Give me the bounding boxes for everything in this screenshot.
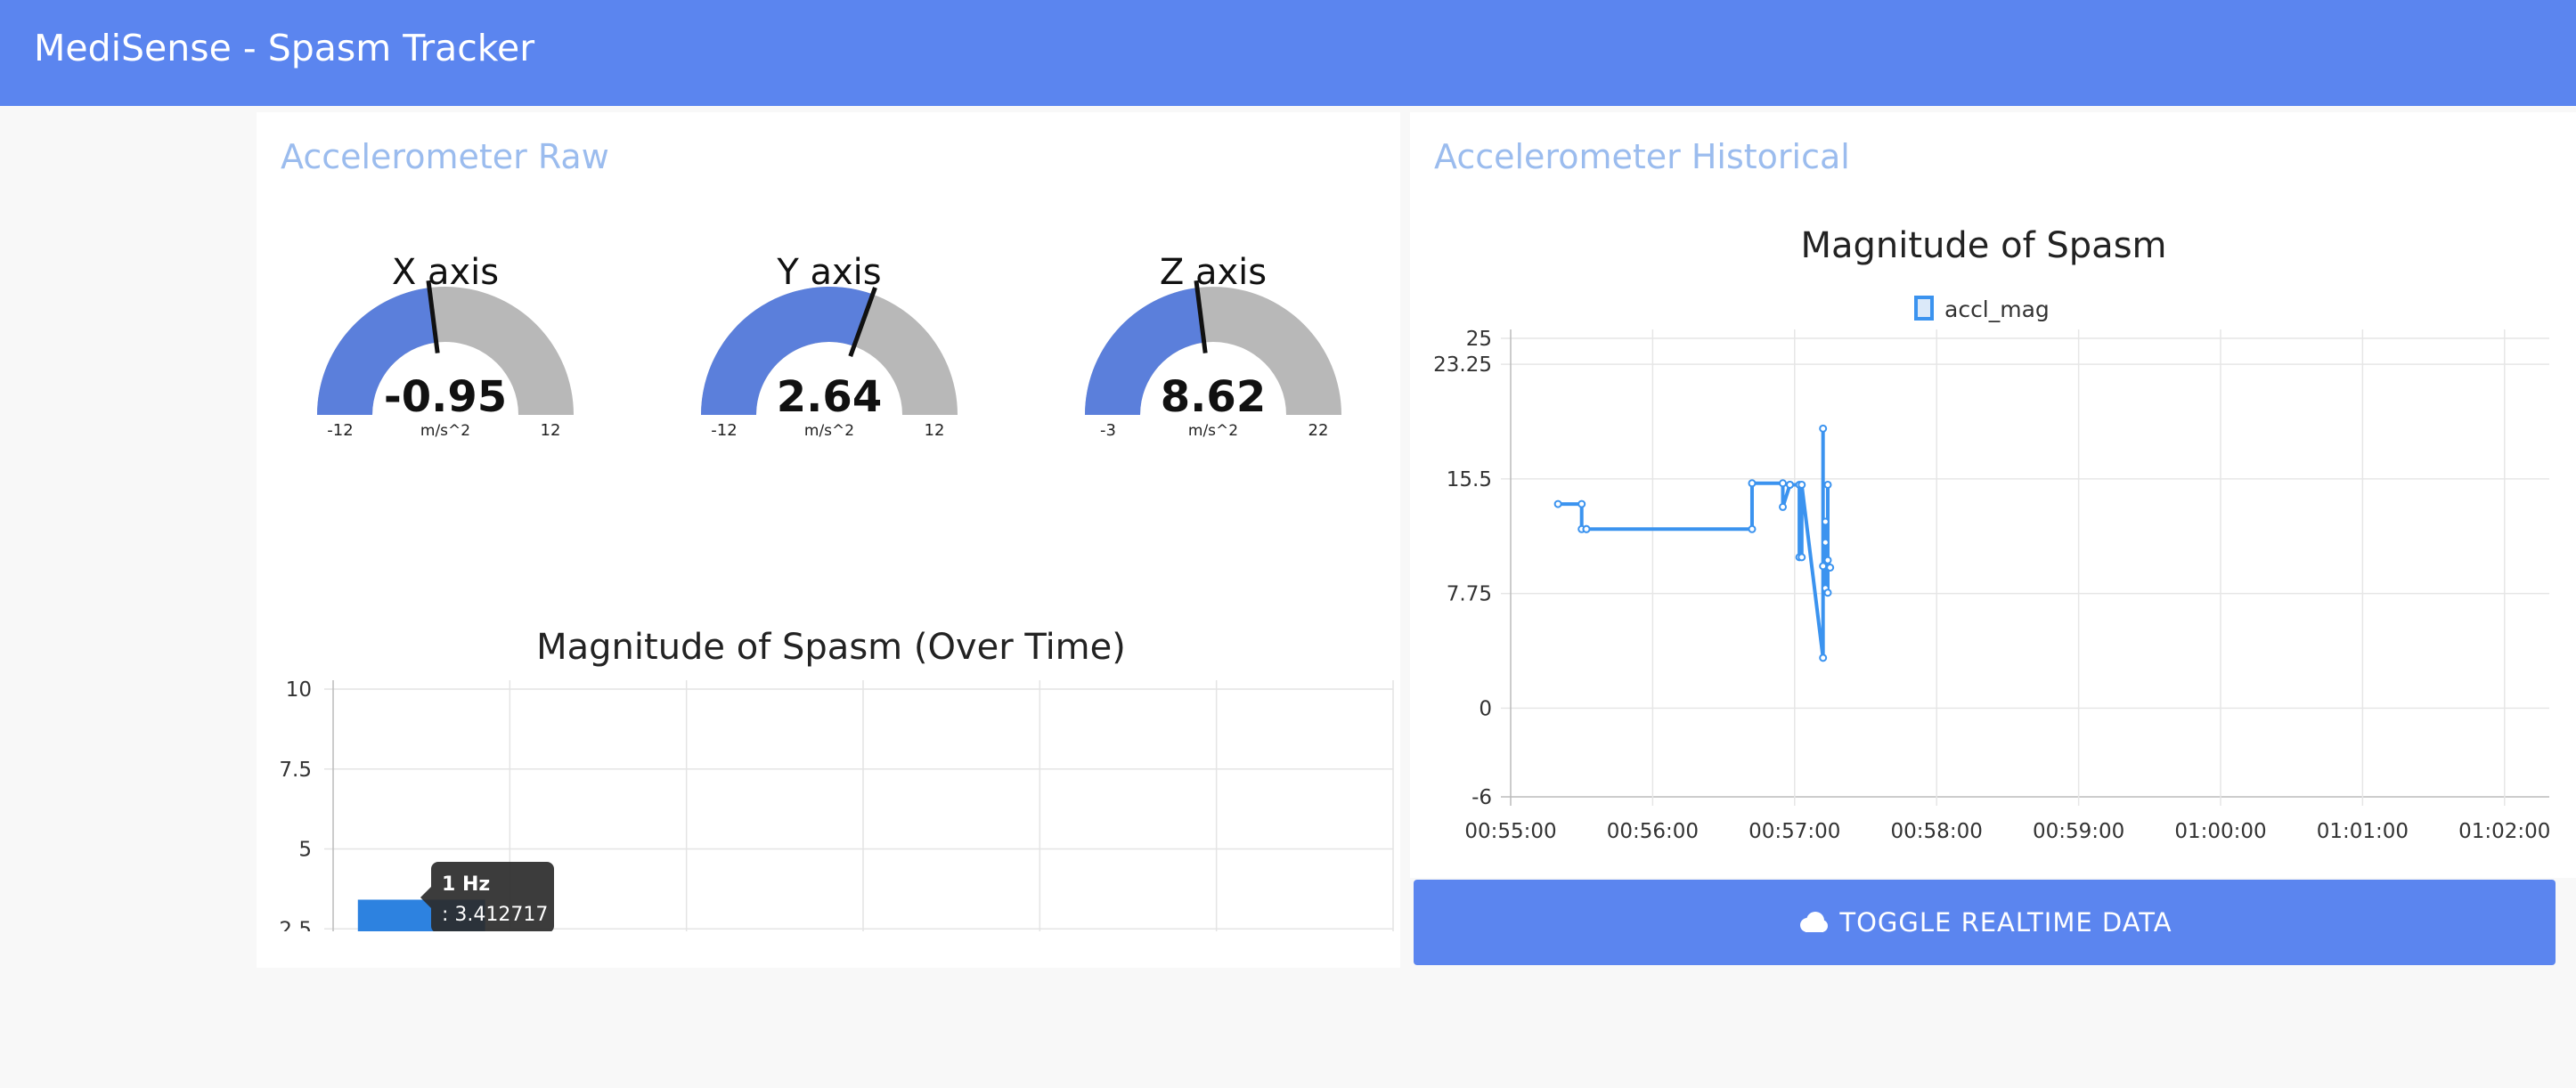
gauge-min: -3	[1100, 421, 1116, 440]
gauge-fill	[317, 288, 436, 415]
accelerometer-raw-panel: Accelerometer Raw X axis -0.95 m/s^2 -12 12 Y…	[257, 112, 1400, 968]
gauge-fill	[701, 287, 873, 415]
gauge-needle	[426, 280, 440, 353]
gauge-max: 12	[925, 421, 945, 440]
panel-title-raw: Accelerometer Raw	[281, 137, 609, 176]
series-point[interactable]	[1823, 589, 1832, 597]
legend-label: accl_mag	[1944, 296, 2050, 322]
panel-title-historical: Accelerometer Historical	[1434, 137, 1850, 176]
gauge-min: -12	[327, 421, 353, 440]
tooltip-body: : 3.412717	[442, 904, 548, 926]
line-y-tick-label: 25	[1466, 328, 1492, 351]
gauge-unit: m/s^2	[1188, 422, 1238, 440]
gauge-unit: m/s^2	[420, 422, 470, 440]
tooltip-arrow	[420, 887, 431, 908]
gauge-fill	[1085, 288, 1204, 415]
gauge-value: -0.95	[384, 372, 507, 422]
series-point[interactable]	[1779, 502, 1788, 511]
line-chart-title: Magnitude of Spasm	[1801, 225, 2167, 266]
app-title: MediSense - Spasm Tracker	[34, 27, 535, 69]
cloud-icon	[1797, 910, 1829, 935]
line-x-tick-label: 01:00:00	[2174, 820, 2266, 843]
line-x-tick-label: 00:58:00	[1891, 820, 1983, 843]
bar-chart: Magnitude of Spasm (Over Time) 02.557.51…	[279, 627, 1394, 931]
line-y-tick-label: -6	[1471, 786, 1492, 809]
series-point[interactable]	[1819, 562, 1828, 571]
series-point[interactable]	[1785, 480, 1794, 489]
line-x-tick-label: 00:56:00	[1607, 820, 1699, 843]
bar-y-tick-label: 5	[298, 839, 312, 862]
toggle-realtime-button[interactable]: TOGGLE REALTIME DATA	[1414, 880, 2556, 965]
gauge-min: -12	[711, 421, 737, 440]
legend-swatch	[1914, 296, 1934, 321]
line-x-tick-label: 00:59:00	[2033, 820, 2124, 843]
bar-tooltip: 1 Hz : 3.412717	[420, 862, 554, 931]
line-x-tick-label: 00:55:00	[1464, 820, 1556, 843]
series-point[interactable]	[1797, 480, 1806, 489]
gauge-y: Y axis 2.64m/s^2 -12 12	[701, 252, 958, 440]
gauge-unit: m/s^2	[804, 422, 854, 440]
series-point[interactable]	[1553, 499, 1562, 508]
gauge-x: X axis -0.95m/s^2 -12 12	[317, 252, 574, 440]
bar-y-tick-label: 7.5	[279, 759, 312, 782]
line-x-tick-label: 01:01:00	[2317, 820, 2409, 843]
series-point[interactable]	[1748, 524, 1757, 533]
series-point[interactable]	[1779, 479, 1788, 488]
series-point[interactable]	[1819, 654, 1828, 662]
toggle-button-label: TOGGLE REALTIME DATA	[1839, 907, 2172, 938]
series-point[interactable]	[1823, 480, 1832, 489]
line-y-tick-label: 15.5	[1447, 468, 1492, 491]
line-x-tick-label: 00:57:00	[1749, 820, 1840, 843]
gauge-max: 12	[541, 421, 561, 440]
tooltip-title: 1 Hz	[442, 873, 490, 896]
line-y-tick-label: 23.25	[1433, 353, 1492, 377]
series-point[interactable]	[1582, 524, 1591, 533]
gauge-value: 8.62	[1161, 372, 1266, 422]
bar-chart-title: Magnitude of Spasm (Over Time)	[536, 627, 1126, 668]
series-point[interactable]	[1823, 556, 1832, 564]
chart-legend: accl_mag	[1914, 296, 2050, 322]
tooltip-box	[431, 862, 554, 931]
line-x-tick-label: 01:02:00	[2458, 820, 2550, 843]
gauge-z: Z axis 8.62m/s^2 -3 22	[1085, 252, 1341, 440]
gauge-value: 2.64	[777, 372, 882, 422]
gauge-needle	[848, 287, 877, 357]
series-point[interactable]	[1577, 499, 1586, 508]
series-point[interactable]	[1821, 517, 1830, 526]
gauge-label: X axis	[392, 252, 499, 293]
gauge-label: Z axis	[1160, 252, 1267, 293]
series-point[interactable]	[1797, 553, 1806, 562]
accelerometer-historical-panel: Accelerometer Historical Magnitude of Sp…	[1410, 112, 2576, 878]
line-y-tick-label: 0	[1479, 697, 1492, 720]
app-header: MediSense - Spasm Tracker	[0, 0, 2576, 106]
series-point[interactable]	[1748, 479, 1757, 488]
line-chart: Magnitude of Spasm accl_mag -6 0 7.75 15.5 2…	[1433, 225, 2550, 843]
bar-y-tick-label: 2.5	[279, 918, 312, 931]
line-y-tick-label: 7.75	[1447, 583, 1492, 606]
series-point[interactable]	[1826, 564, 1835, 572]
series-point[interactable]	[1821, 538, 1830, 547]
gauge-max: 22	[1308, 421, 1329, 440]
gauge-label: Y axis	[776, 252, 881, 293]
series-line-accl-mag	[1558, 428, 1832, 659]
bar-y-tick-label: 10	[286, 678, 312, 702]
gauge-needle	[1194, 280, 1208, 353]
series-point[interactable]	[1819, 424, 1828, 433]
